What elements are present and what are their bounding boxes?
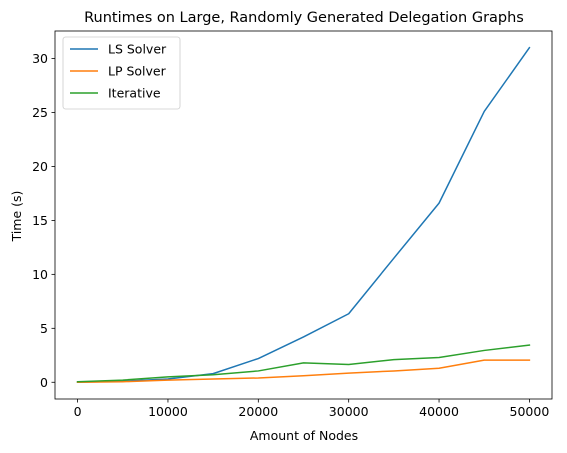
y-tick-label: 15 — [32, 213, 48, 228]
y-tick-label: 0 — [40, 375, 48, 390]
legend-label-lp-solver: LP Solver — [108, 64, 167, 79]
legend-box — [62, 36, 181, 110]
x-axis-label: Amount of Nodes — [250, 428, 358, 443]
series-line-ls-solver — [76, 46, 531, 384]
y-tick-label: 20 — [32, 159, 48, 174]
x-tick-label: 10000 — [148, 404, 188, 419]
plot-area: 0 10000 20000 30000 40000 50000 0 5 10 15 20 25 30 LS… — [32, 30, 553, 419]
plot-frame — [54, 30, 553, 400]
x-tick-label: 20000 — [238, 404, 278, 419]
series-line-lp-solver — [76, 359, 531, 384]
legend-label-ls-solver: LS Solver — [108, 42, 167, 57]
x-tick-label: 30000 — [329, 404, 369, 419]
series-line-iterative — [76, 344, 531, 383]
x-tick-label: 0 — [74, 404, 82, 419]
y-axis-label: Time (s) — [9, 191, 24, 243]
x-tick-label: 50000 — [510, 404, 550, 419]
legend-label-iterative: Iterative — [108, 86, 161, 101]
y-tick-label: 5 — [40, 321, 48, 336]
y-tick-label: 25 — [32, 105, 48, 120]
x-tick-label: 40000 — [419, 404, 459, 419]
y-tick-label: 30 — [32, 51, 48, 66]
y-tick-label: 10 — [32, 267, 48, 282]
chart-title: Runtimes on Large, Randomly Generated De… — [84, 10, 524, 26]
